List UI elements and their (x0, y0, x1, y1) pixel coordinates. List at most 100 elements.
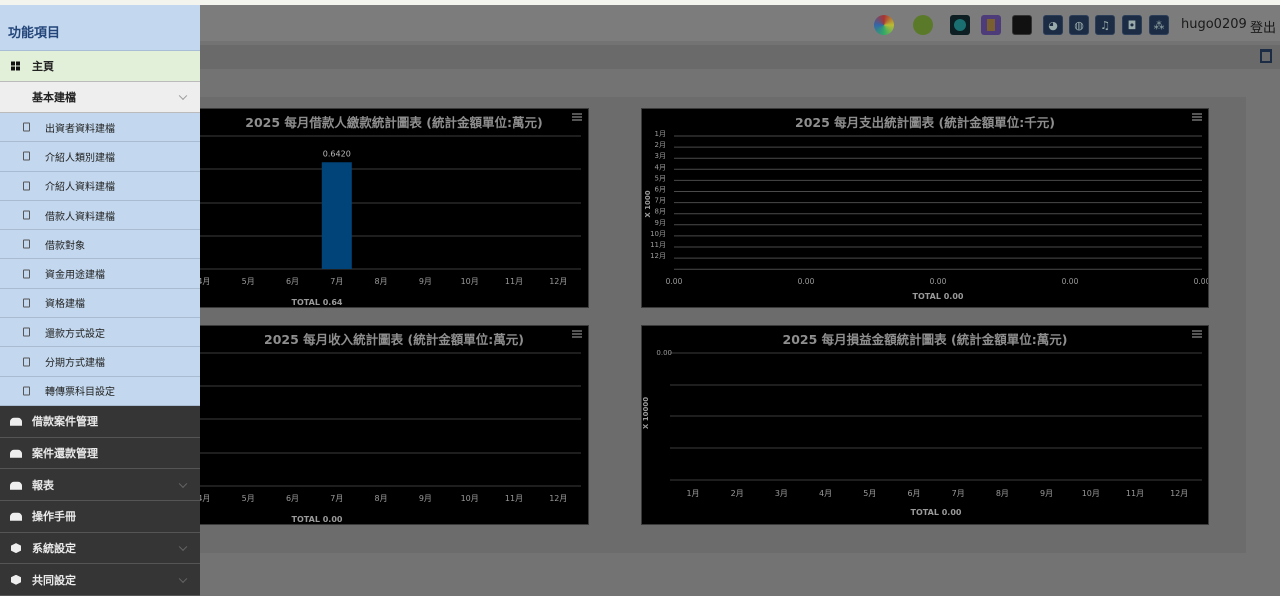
x-tick-label: 6月 (907, 489, 920, 498)
y-tick-label: 5月 (655, 174, 666, 182)
sidebar-subitem[interactable]: 出資者資料建檔 (0, 113, 200, 143)
cube-icon (11, 543, 21, 554)
x-tick-label: 11月 (505, 277, 523, 286)
x-tick-label: 11月 (505, 494, 523, 503)
chart-income: 4月 5月 6月 7月 8月 9月 10月 11月 12月 TOTAL 0.00 2025 每月收入… (200, 325, 589, 525)
sidebar-subitem[interactable]: 分期方式建檔 (0, 347, 200, 377)
chart-menu-icon[interactable] (572, 330, 582, 338)
chart-title: 2025 每月支出統計圖表 (統計金額單位:千元) (795, 115, 1055, 130)
top-navbar: ◕ ◍ ♫ ◘ ⁂ hugo0209 登出 (0, 5, 1280, 41)
sidebar-subitem[interactable]: 轉傳票科目設定 (0, 376, 200, 406)
sidebar-subitem[interactable]: 資格建檔 (0, 288, 200, 319)
sidebar: 功能項目 主頁 基本建檔 出資者資料建檔 介紹人類別建檔 介紹人資料建檔 借款人資料建… (0, 5, 200, 596)
x-tick-label: 3月 (775, 489, 788, 498)
y-tick-label: 3月 (655, 152, 666, 160)
sidebar-item-home[interactable]: 主頁 (0, 51, 200, 82)
sidebar-subitem[interactable]: 還款方式設定 (0, 318, 200, 348)
sidebar-item[interactable]: 借款案件管理 (0, 405, 200, 438)
chart-profit-loss: 0.00 X 10000 1月 2月 3月 4月 5月 6月 7月 8月 9月 10月 11月 12月 TO… (641, 325, 1209, 525)
x-tick-label: 10月 (461, 494, 479, 503)
logout-link[interactable]: 登出 (1250, 21, 1277, 36)
sidebar-item-label: 主頁 (32, 60, 54, 73)
top-strip (0, 0, 1280, 5)
sidebar-item-label: 借款對象 (45, 240, 85, 252)
x-tick-label: 12月 (1170, 489, 1188, 498)
palette-icon[interactable]: ◕ (1043, 15, 1063, 35)
chart-menu-icon[interactable] (572, 113, 582, 121)
x-tick-label: 0.00 (1194, 277, 1209, 286)
x-tick-label: 8月 (375, 494, 388, 503)
sidebar-item[interactable]: 共同設定 (0, 564, 200, 596)
x-tick-label: 1月 (686, 489, 699, 498)
sidebar-item-label: 借款人資料建檔 (45, 211, 115, 223)
x-tick-label: 6月 (286, 277, 299, 286)
document-icon (23, 210, 30, 220)
globe-badge-icon[interactable] (913, 15, 933, 35)
x-tick-label: 12月 (549, 494, 567, 503)
chart-title: 2025 每月損益金額統計圖表 (統計金額單位:萬元) (782, 332, 1068, 347)
x-tick-label: 7月 (952, 489, 965, 498)
sidebar-item-label: 介紹人類別建檔 (45, 152, 115, 164)
app-logo-icon[interactable] (874, 15, 894, 35)
sidebar-item[interactable]: 系統設定 (0, 532, 200, 565)
cube-icon (11, 574, 21, 585)
x-tick-label: 9月 (1040, 489, 1053, 498)
sidebar-item-label: 報表 (32, 478, 54, 492)
chart-title: 2025 每月借款人繳款統計圖表 (統計金額單位:萬元) (245, 115, 543, 130)
chart-expenses: 1月 2月 3月 4月 5月 6月 7月 8月 9月 10月 11月 12月 0.00 0.00 0.00 0… (641, 108, 1209, 308)
y-tick-label: 6月 (655, 186, 666, 194)
document-icon (23, 239, 30, 249)
bell-icon[interactable]: ♫ (1095, 15, 1115, 35)
sidebar-item[interactable]: 報表 (0, 469, 200, 502)
y-tick-label: 12月 (650, 252, 666, 260)
bar (321, 162, 352, 269)
globe-icon[interactable]: ◍ (1069, 15, 1089, 35)
y-tick-label: 0.00 (656, 349, 672, 357)
trash-icon[interactable] (1260, 49, 1272, 63)
axis-label: X 10000 (642, 397, 650, 429)
folder-icon (10, 418, 22, 427)
sidebar-item-basic[interactable]: 基本建檔 (0, 82, 200, 113)
sidebar-subitem[interactable]: 借款對象 (0, 230, 200, 260)
y-tick-label: 1月 (655, 130, 666, 138)
x-tick-label: 4月 (819, 489, 832, 498)
x-tick-label: 9月 (419, 494, 432, 503)
y-tick-label: 4月 (655, 163, 666, 171)
sitemap-icon[interactable]: ⁂ (1149, 15, 1169, 35)
chart-menu-icon[interactable] (1192, 113, 1202, 121)
sidebar-item-label: 基本建檔 (32, 91, 76, 104)
chevron-up-icon (178, 91, 188, 101)
document-icon (23, 327, 30, 337)
sidebar-item-label: 資金用途建檔 (45, 270, 105, 282)
sidebar-item-label: 資格建檔 (45, 299, 85, 311)
username[interactable]: hugo0209 (1181, 17, 1247, 32)
sidebar-subitem[interactable]: 介紹人類別建檔 (0, 142, 200, 172)
chart-menu-icon[interactable] (1192, 330, 1202, 338)
scroll-app-icon[interactable] (981, 15, 1001, 35)
x-tick-label: 6月 (286, 494, 299, 503)
sidebar-title: 功能項目 (0, 5, 200, 51)
x-tick-label: 4月 (200, 277, 210, 286)
sidebar-subitem[interactable]: 資金用途建檔 (0, 259, 200, 289)
sidebar-item-label: 案件還款管理 (32, 447, 98, 460)
sidebar-subitem[interactable]: 介紹人資料建檔 (0, 171, 200, 201)
sidebar-item-label: 出資者資料建檔 (45, 123, 115, 135)
grid-icon (11, 61, 20, 71)
sidebar-item-label: 介紹人資料建檔 (45, 182, 115, 194)
x-tick-label: 0.00 (798, 277, 815, 286)
chevron-down-icon (178, 542, 188, 552)
folder-icon (10, 449, 22, 458)
presentation-icon[interactable] (1012, 15, 1032, 35)
x-tick-label: 12月 (549, 277, 567, 286)
sidebar-item-label: 還款方式設定 (45, 328, 105, 340)
data-label: 0.6420 (323, 149, 351, 158)
clock-app-icon[interactable] (950, 15, 970, 35)
sidebar-item[interactable]: 案件還款管理 (0, 437, 200, 470)
sidebar-item-label: 操作手冊 (32, 510, 76, 524)
document-icon (23, 151, 30, 161)
sidebar-subitem[interactable]: 借款人資料建檔 (0, 200, 200, 231)
chart-loan-payments: 4月 5月 6月 7月 0.6420 8月 9月 10月 11月 12月 TOTAL 0.64 202… (200, 108, 589, 308)
x-tick-label: 0.00 (930, 277, 947, 286)
lock-icon[interactable]: ◘ (1122, 15, 1142, 35)
sidebar-item[interactable]: 操作手冊 (0, 501, 200, 533)
